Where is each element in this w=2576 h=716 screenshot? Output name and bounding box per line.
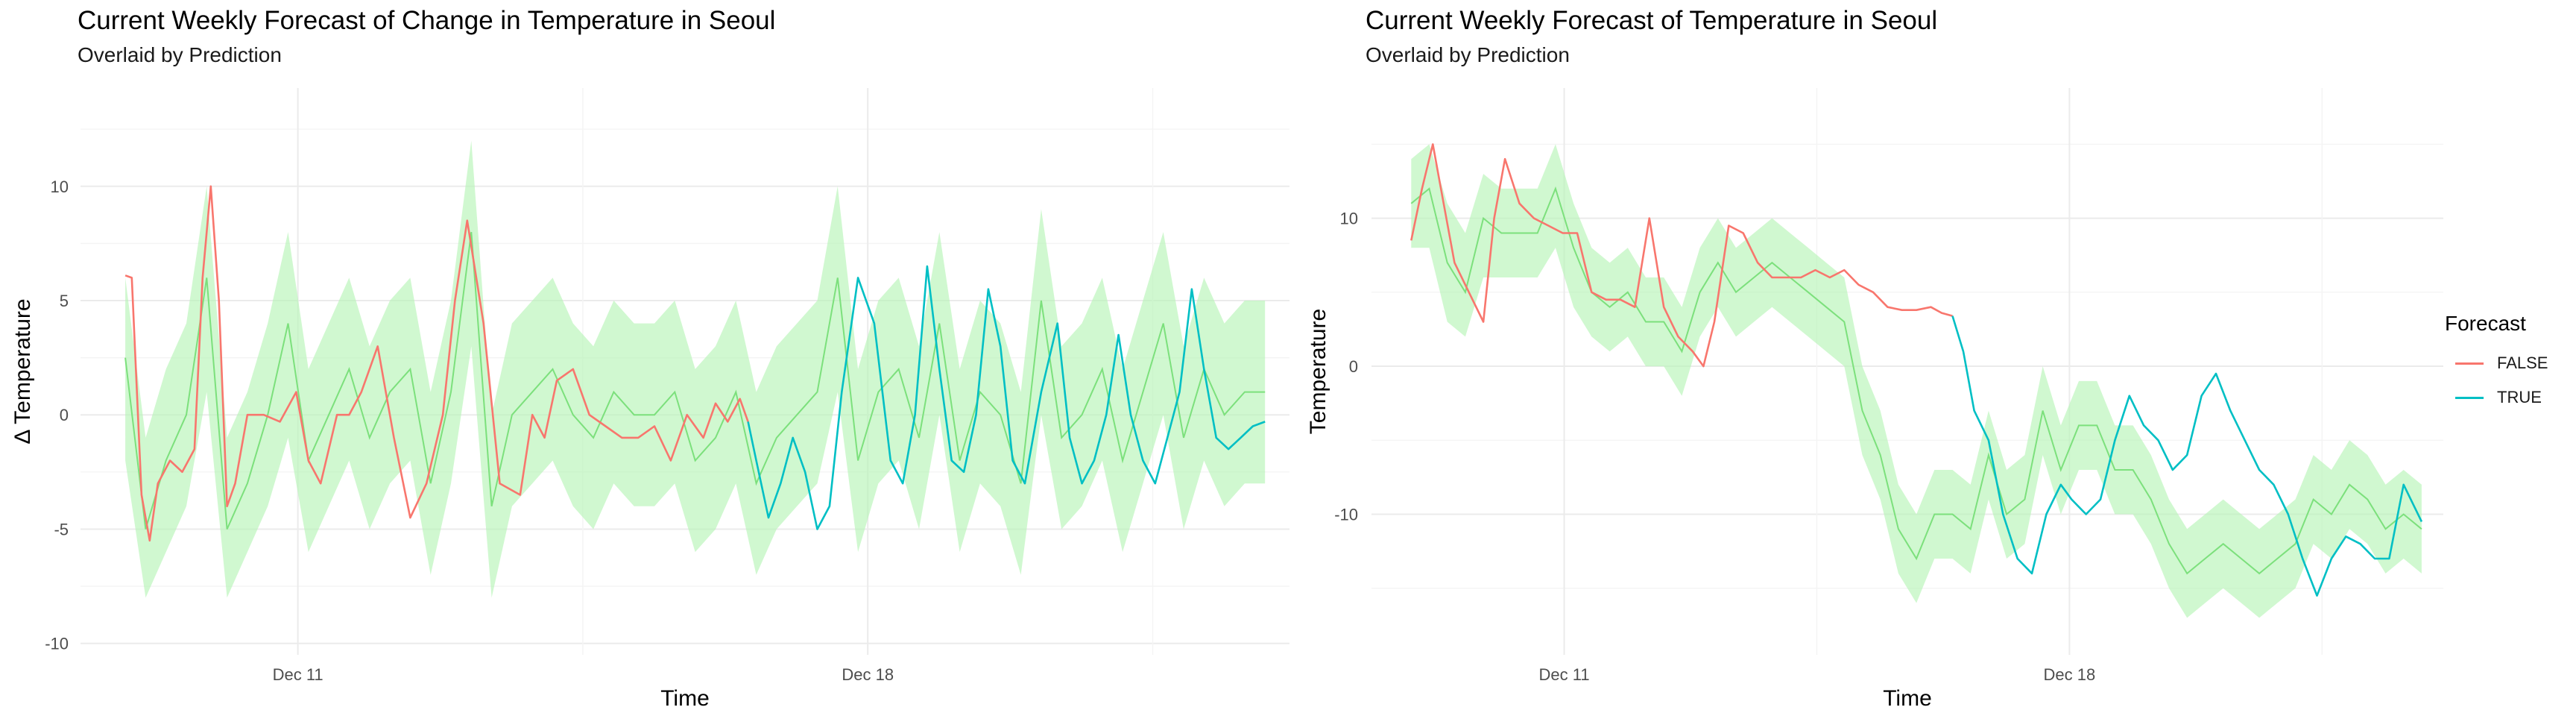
y-tick-label: 0 [1349,357,1358,376]
x-tick-label: Dec 11 [1539,665,1590,684]
y-tick-label: 5 [60,292,69,310]
legend-key-false [2455,362,2484,365]
observed-ribbon [1411,144,2422,618]
temperature-chart: -10 0 10 Dec 11 Dec 18 Time Temperature [1306,88,2443,711]
y-tick-label: 10 [1340,210,1358,228]
chart-subtitle: Overlaid by Prediction [1366,43,1570,66]
y-tick-label: 10 [51,178,69,196]
y-axis-title: Δ Temperature [10,298,35,444]
y-tick-label: -10 [1334,505,1358,524]
legend-key-true [2455,397,2484,399]
chart-legend: Forecast FALSE TRUE [2445,312,2572,415]
series-line-true [747,265,1266,530]
y-axis-title: Temperature [1306,309,1330,434]
observed-line [1410,186,2422,575]
y-tick-label: 0 [60,406,69,424]
x-tick-label: Dec 18 [2044,665,2096,684]
observed-line [124,231,1266,530]
legend-item-true: TRUE [2445,380,2572,415]
x-axis-title: Time [660,686,710,711]
chart-subtitle: Overlaid by Prediction [78,43,282,66]
x-tick-label: Dec 18 [842,665,894,684]
observed-ribbon [125,140,1266,598]
y-tick-label: -5 [54,520,69,538]
delta-temperature-chart: -10 -5 0 5 10 Dec 11 Dec 18 Time Δ Temperature [10,88,1289,711]
legend-title: Forecast [2445,312,2526,335]
chart-title: Current Weekly Forecast of Change in Tem… [78,6,776,35]
series-line-false [124,185,749,542]
chart-title: Current Weekly Forecast of Temperature i… [1366,6,1938,35]
chart-panel-change: Current Weekly Forecast of Change in Tem… [10,6,1289,711]
legend-item-false: FALSE [2445,346,2572,380]
x-axis-title: Time [1883,686,1932,711]
legend-label-false: FALSE [2497,354,2548,372]
chart-panel-temperature: Current Weekly Forecast of Temperature i… [1297,0,2576,716]
x-tick-label: Dec 11 [273,665,323,684]
series-line-false [1410,143,1953,368]
y-tick-label: -10 [45,635,69,653]
series-line-true [1951,315,2423,597]
legend-label-true: TRUE [2497,388,2542,406]
